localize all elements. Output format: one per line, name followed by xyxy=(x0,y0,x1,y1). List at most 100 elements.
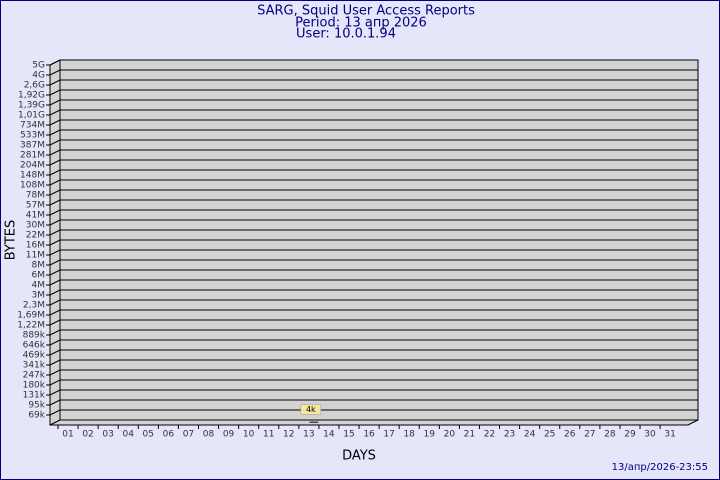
y-tick-label: 889k xyxy=(23,331,46,341)
grid-line xyxy=(49,399,61,406)
y-tick-label: 8M xyxy=(32,261,46,271)
grid-line xyxy=(49,379,61,386)
y-tick-label: 16M xyxy=(26,241,45,251)
y-tick-label: 387M xyxy=(20,141,45,151)
x-tick-label: 20 xyxy=(444,430,456,440)
x-tick-label: 02 xyxy=(82,430,93,440)
grid-line xyxy=(49,129,61,136)
y-tick-label: 204M xyxy=(20,161,45,171)
x-tick-label: 06 xyxy=(163,430,175,440)
x-tick-label: 22 xyxy=(484,430,495,440)
grid-line xyxy=(49,409,61,416)
grid-line xyxy=(49,239,61,246)
grid-line xyxy=(49,99,61,106)
grid-line xyxy=(49,219,61,226)
y-tick-label: 1,01G xyxy=(18,111,45,121)
x-tick-label: 09 xyxy=(223,430,235,440)
x-tick-label: 18 xyxy=(403,430,415,440)
grid-line xyxy=(49,169,61,176)
x-tick-label: 11 xyxy=(263,430,274,440)
chart-title: SARG, Squid User Access Reports xyxy=(257,4,475,19)
x-tick-label: 26 xyxy=(564,430,576,440)
x-axis-label: DAYS xyxy=(342,449,376,464)
grid-line xyxy=(49,299,61,306)
y-tick-label: 4G xyxy=(32,71,45,81)
y-tick-label: 180k xyxy=(23,381,46,391)
x-tick-label: 21 xyxy=(464,430,475,440)
footer-date: 13/апр/2026-23:55 xyxy=(612,462,708,473)
y-tick-label: 5G xyxy=(32,61,45,71)
x-tick-label: 14 xyxy=(323,430,335,440)
x-tick-label: 15 xyxy=(343,430,354,440)
y-tick-label: 247k xyxy=(23,371,46,381)
grid-line xyxy=(49,309,61,316)
value-label: 4k xyxy=(306,405,316,414)
x-tick-label: 28 xyxy=(604,430,616,440)
x-tick-label: 10 xyxy=(243,430,255,440)
y-tick-label: 341k xyxy=(23,361,46,371)
grid-line xyxy=(49,229,61,236)
x-tick-label: 24 xyxy=(524,430,536,440)
grid-line xyxy=(49,319,61,326)
floor xyxy=(49,419,699,426)
x-tick-label: 25 xyxy=(544,430,555,440)
y-tick-label: 78M xyxy=(26,191,45,201)
grid-line xyxy=(49,179,61,186)
x-tick-label: 23 xyxy=(504,430,515,440)
grid-line xyxy=(49,209,61,216)
y-tick-label: 6M xyxy=(32,271,46,281)
grid-line xyxy=(49,69,61,76)
grid-line xyxy=(49,349,61,356)
grid-line xyxy=(49,109,61,116)
grid-line xyxy=(49,249,61,256)
y-tick-label: 30M xyxy=(26,221,45,231)
grid-line xyxy=(49,89,61,96)
y-tick-label: 69k xyxy=(28,411,45,421)
grid-line xyxy=(49,389,61,396)
y-tick-label: 11M xyxy=(26,251,45,261)
x-tick-label: 07 xyxy=(183,430,194,440)
y-tick-label: 1,92G xyxy=(18,91,45,101)
y-tick-label: 57M xyxy=(26,201,45,211)
y-tick-label: 131k xyxy=(23,391,46,401)
y-tick-label: 2,3M xyxy=(23,301,45,311)
bar xyxy=(309,421,319,423)
y-tick-label: 3M xyxy=(32,291,46,301)
x-tick-label: 12 xyxy=(283,430,294,440)
y-tick-label: 148M xyxy=(20,171,45,181)
grid-line xyxy=(49,329,61,336)
grid-line xyxy=(49,149,61,156)
grid-line xyxy=(49,279,61,286)
grid-line xyxy=(49,139,61,146)
grid-line xyxy=(49,119,61,126)
y-tick-label: 281M xyxy=(20,151,45,161)
y-tick-label: 1,39G xyxy=(18,101,45,111)
chart-user: User: 10.0.1.94 xyxy=(296,27,396,42)
x-tick-label: 04 xyxy=(122,430,134,440)
grid-line xyxy=(49,259,61,266)
y-tick-label: 469k xyxy=(23,351,46,361)
y-tick-label: 95k xyxy=(28,401,45,411)
grid-line xyxy=(49,159,61,166)
y-tick-label: 4M xyxy=(32,281,46,291)
value-label-box xyxy=(300,404,322,415)
y-axis-label: BYTES xyxy=(4,220,19,261)
x-tick-label: 05 xyxy=(143,430,154,440)
x-tick-label: 03 xyxy=(102,430,113,440)
y-tick-label: 533M xyxy=(20,131,45,141)
x-tick-label: 31 xyxy=(664,430,675,440)
y-tick-label: 108M xyxy=(20,181,45,191)
grid-line xyxy=(49,199,61,206)
grid-line xyxy=(49,339,61,346)
x-tick-label: 17 xyxy=(383,430,394,440)
y-tick-label: 646k xyxy=(23,341,46,351)
x-tick-label: 27 xyxy=(584,430,595,440)
grid-line xyxy=(49,369,61,376)
grid-line xyxy=(49,59,61,66)
grid-line xyxy=(49,289,61,296)
y-tick-label: 22M xyxy=(26,231,45,241)
x-tick-label: 19 xyxy=(424,430,436,440)
grid-line xyxy=(49,359,61,366)
y-tick-label: 2,6G xyxy=(24,81,45,91)
